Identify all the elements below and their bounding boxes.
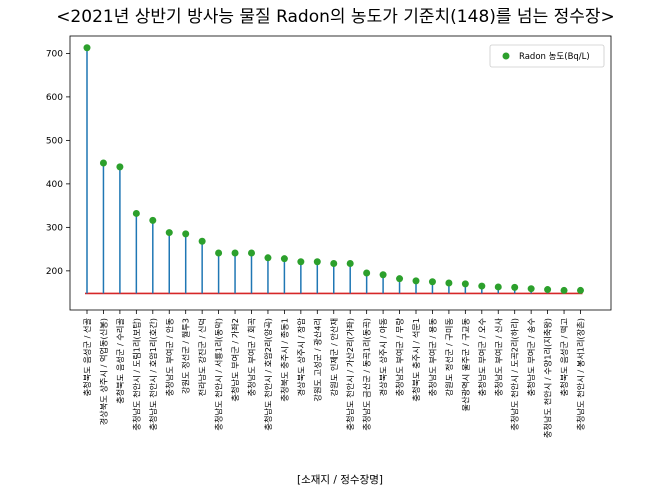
x-tick-label: 충청남도 천안시 / 봉서1리(장촌) [576,318,586,431]
x-tick-label: 강원도 고성군 / 광산4리 [312,318,322,402]
x-tick-label: 충청남도 천안시 / 호암2리(양곡) [263,318,273,431]
x-tick-label: 충청남도 천안시 / 수양1리(지축왕) [543,318,553,438]
plot-area [69,35,612,311]
data-point [83,44,91,52]
x-tick-label: 경상북도 상주시 / 야동 [378,318,388,397]
data-point [412,277,420,285]
data-point [511,283,519,291]
data-point [445,279,453,287]
data-point [132,209,140,217]
x-tick-label: 경상북도 상주시 / 억업동(신봉) [98,318,108,425]
x-axis-label: [소재지 / 정수장명] [297,474,383,486]
x-tick-label: 강원도 정선군 / 월투3 [181,318,191,394]
x-tick-label: 충청북도 음성군 / 떡고 [559,318,569,397]
data-point [330,259,338,267]
y-axis: 200 300 400 500 600 700 [46,49,70,277]
x-tick-label: 충청남도 천안시 / 도곡2리(하리) [510,318,520,431]
y-tick-label: 200 [46,267,63,277]
x-tick-label: 충청북도 음성군 / 선골 [82,318,92,397]
y-tick-label: 300 [46,223,63,233]
x-tick-label: 강원도 인제군 / 안산재 [329,318,339,396]
x-tick-label: 충청남도 부여군 / 신사 [493,318,503,397]
data-point [544,286,552,294]
x-tick-label: 충청남도 부여군 / 용동 [427,318,437,397]
x-tick-label: 전라남도 강진군 / 신덕 [197,318,207,396]
data-point [280,255,288,263]
data-point [461,280,469,288]
x-tick-label: 충청남도 부여군 / 회곡 [247,318,257,397]
x-tick-label: 충청남도 천안시 / 도림1리(보탑) [131,318,141,431]
data-point [363,269,371,277]
x-tick-label: 충청북도 충주시 / 석문1 [411,318,421,402]
data-point [560,286,568,294]
y-tick-label: 700 [46,49,63,59]
data-point [577,286,584,294]
legend-marker [502,52,510,60]
legend: Radon 농도(Bq/L) [489,44,605,68]
data-point [182,230,190,238]
x-tick-label: 충청남도 부여군 / 무량 [395,318,405,397]
data-point [379,271,387,279]
data-point [297,258,305,266]
x-tick-label: 울산광역시 울주군 / 구교동 [460,318,470,412]
data-point [396,275,404,283]
x-tick-label: 충청북도 음성군 / 수리골 [115,318,125,404]
data-point [198,237,206,245]
data-point [264,254,272,262]
data-point [248,249,255,257]
x-axis: 충청북도 음성군 / 선골 경상북도 상주시 / 억업동(신봉) 충청북도 음성군 … [82,310,586,438]
x-tick-label: 충청남도 부여군 / 오수 [477,318,487,397]
data-point [527,285,535,293]
x-tick-label: 충청남도 천안시 / 가산2리(가좌) [345,318,355,431]
data-point [99,159,107,167]
data-point [346,259,354,267]
x-tick-label: 충청북도 충주시 / 종동1 [279,318,289,402]
legend-label: Radon 농도(Bq/L) [519,52,590,62]
stems [86,47,582,294]
data-point [165,229,173,237]
data-point [428,278,436,286]
data-point [116,163,124,171]
data-point [231,249,239,257]
data-point [149,216,157,224]
x-tick-label: 충청남도 천안시 / 호암1리(호간) [148,318,158,431]
x-tick-label: 강원도 정선군 / 구미동 [444,318,454,397]
x-tick-label: 충청남도 부여군 / 가좌2 [230,318,240,402]
chart-title: <2021년 상반기 방사능 물질 Radon의 농도가 기준치(148)를 넘… [56,7,615,27]
data-point [215,249,223,257]
x-tick-label: 충청남도 부여군 / 송수 [526,318,536,397]
legend-box [489,44,605,68]
y-tick-label: 400 [46,180,63,190]
y-tick-label: 600 [46,93,63,103]
x-tick-label: 충청남도 천안시 / 서룡1리(동막) [214,318,224,431]
data-point [313,258,321,266]
data-point [494,283,502,291]
x-tick-label: 충청남도 부여군 / 안동 [164,318,174,397]
data-points [83,44,584,294]
data-point [478,282,486,290]
x-tick-label: 경상북도 상주시 / 장암 [296,318,306,397]
y-tick-label: 500 [46,136,63,146]
x-tick-label: 충청남도 금산군 / 동곡1리(동곡) [362,318,372,431]
